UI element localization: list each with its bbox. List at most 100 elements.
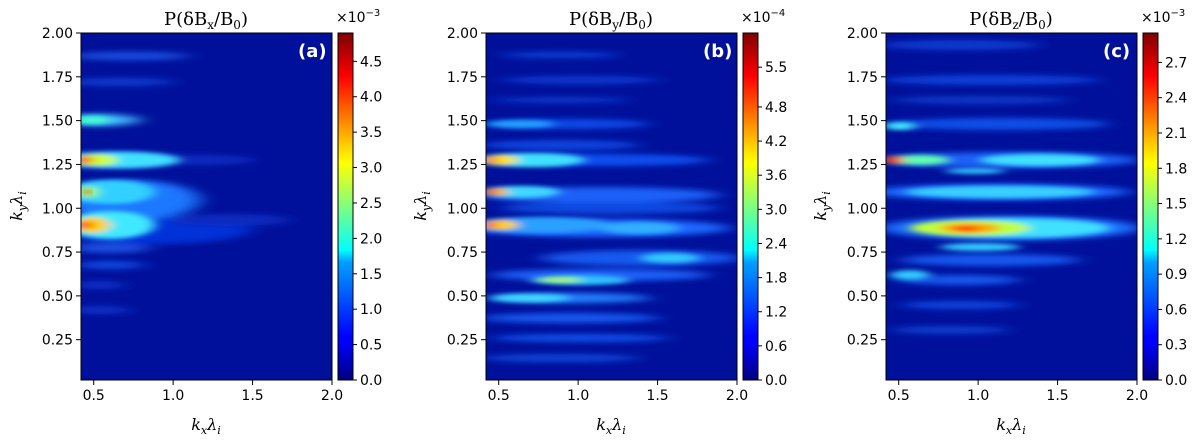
x-axis-label: kxλi	[191, 415, 221, 437]
colorbar-ticks: 0.0 0.3 0.6 0.9 1.2 1.5 1.8 2.1 2.4 2.7	[1158, 55, 1187, 389]
colorbar-multiplier: ×10−3	[336, 8, 380, 26]
colorbar-tick-label: 4.2	[765, 134, 787, 150]
colorbar-ticks: 0.0 0.5 1.0 1.5 2.0 2.5 3.0 3.5 4.0 4.5	[353, 54, 382, 389]
y-tick-label: 1.25	[42, 157, 73, 173]
colorbar	[742, 32, 759, 381]
y-tick-label: 1.50	[847, 114, 878, 130]
colorbar-tick-label: 3.5	[360, 125, 382, 141]
x-axis: 0.5 1.0 1.5 2.0	[488, 380, 748, 404]
colorbar-tick-label: 2.1	[1165, 126, 1187, 142]
colorbar-tick-label: 4.8	[765, 100, 787, 116]
chart-title: P(δBy/B0)	[569, 9, 653, 32]
y-tick-label: 1.00	[447, 201, 478, 217]
y-tick-label: 2.00	[447, 26, 478, 42]
x-tick-label: 1.0	[162, 388, 184, 404]
x-tick-label: 1.5	[646, 388, 668, 404]
colorbar-tick-label: 0.6	[765, 339, 787, 355]
y-tick-label: 0.75	[447, 245, 478, 261]
y-tick-label: 1.75	[42, 70, 73, 86]
heatmap-field	[886, 40, 1137, 334]
panel-b: (b) P(δBy/B0) 0.5 1.0 1.5 2.0 0.25 0.50 0.75 1…	[411, 8, 787, 437]
colorbar-tick-label: 2.4	[765, 236, 787, 252]
y-tick-label: 1.25	[447, 157, 478, 173]
x-tick-label: 0.5	[888, 388, 910, 404]
y-tick-label: 1.25	[847, 157, 878, 173]
x-tick-label: 2.0	[1126, 388, 1148, 404]
x-axis-label: kxλi	[596, 415, 626, 437]
x-tick-label: 1.5	[1046, 388, 1068, 404]
heatmap-background	[886, 33, 1137, 380]
x-axis: 0.5 1.0 1.5 2.0	[83, 380, 343, 404]
colorbar-multiplier: ×10−4	[741, 8, 785, 26]
x-tick-label: 2.0	[321, 388, 343, 404]
colorbar-ticks: 0.0 0.6 1.2 1.8 2.4 3.0 3.6 4.2 4.8 5.5	[758, 60, 787, 389]
colorbar-tick-label: 0.3	[1165, 338, 1187, 354]
colorbar-tick-label: 0.9	[1165, 267, 1187, 283]
panel-label: (b)	[703, 41, 732, 62]
colorbar-tick-label: 0.5	[360, 338, 382, 354]
colorbar-tick-label: 3.0	[360, 161, 382, 177]
chart-title: P(δBx/B0)	[164, 9, 248, 32]
heatmap-field	[486, 52, 737, 362]
x-tick-label: 1.0	[567, 388, 589, 404]
colorbar-tick-label: 2.0	[360, 231, 382, 247]
y-tick-label: 1.50	[42, 114, 73, 130]
chart-title: P(δBz/B0)	[969, 9, 1053, 32]
y-tick-label: 1.75	[447, 70, 478, 86]
panel-label: (a)	[298, 41, 327, 62]
x-tick-label: 1.0	[967, 388, 989, 404]
x-axis-label: kxλi	[996, 415, 1026, 437]
colorbar-tick-label: 4.5	[360, 54, 382, 70]
colorbar-tick-label: 2.5	[360, 196, 382, 212]
x-tick-label: 0.5	[488, 388, 510, 404]
x-tick-label: 0.5	[83, 388, 105, 404]
colorbar	[1142, 32, 1159, 381]
colorbar-tick-label: 5.5	[765, 60, 787, 76]
y-axis: 0.25 0.50 0.75 1.00 1.25 1.50 1.75 2.00	[847, 26, 886, 349]
colorbar-tick-label: 3.0	[765, 202, 787, 218]
colorbar-tick-label: 2.7	[1165, 55, 1187, 71]
y-axis: 0.25 0.50 0.75 1.00 1.25 1.50 1.75 2.00	[42, 26, 81, 349]
colorbar-tick-label: 1.8	[765, 271, 787, 287]
y-tick-label: 0.50	[447, 289, 478, 305]
y-tick-label: 1.50	[447, 114, 478, 130]
y-tick-label: 0.50	[847, 289, 878, 305]
plot-frame	[485, 32, 738, 381]
colorbar-tick-label: 3.6	[765, 168, 787, 184]
colorbar-tick-label: 0.6	[1165, 302, 1187, 318]
panel-a: (a) P(δBx/B0) 0.5 1.0 1.5 2.0 0.25 0.50 0.75 1…	[7, 8, 382, 437]
x-tick-label: 1.5	[241, 388, 263, 404]
y-axis-label: kyλi	[7, 191, 29, 221]
y-tick-label: 2.00	[847, 26, 878, 42]
colorbar-tick-label: 1.0	[360, 302, 382, 318]
y-axis: 0.25 0.50 0.75 1.00 1.25 1.50 1.75 2.00	[447, 26, 486, 349]
colorbar-tick-label: 1.2	[765, 305, 787, 321]
plot-frame	[885, 32, 1138, 381]
y-tick-label: 0.25	[847, 333, 878, 349]
colorbar-tick-label: 0.0	[360, 373, 382, 389]
colorbar	[337, 32, 354, 381]
x-tick-label: 2.0	[726, 388, 748, 404]
y-axis-label: kyλi	[811, 191, 833, 221]
y-tick-label: 1.75	[847, 70, 878, 86]
colorbar-tick-label: 0.0	[765, 373, 787, 389]
colorbar-tick-label: 1.5	[360, 267, 382, 283]
y-tick-label: 1.00	[42, 201, 73, 217]
y-tick-label: 1.00	[847, 201, 878, 217]
colorbar-tick-label: 1.2	[1165, 232, 1187, 248]
colorbar-tick-label: 1.8	[1165, 161, 1187, 177]
panel-label: (c)	[1103, 41, 1130, 62]
y-tick-label: 2.00	[42, 26, 73, 42]
colorbar-tick-label: 1.5	[1165, 197, 1187, 213]
y-tick-label: 0.75	[847, 245, 878, 261]
y-axis-label: kyλi	[411, 191, 433, 221]
heatmap-field	[81, 52, 290, 314]
plot-frame	[80, 32, 333, 381]
colorbar-tick-label: 0.0	[1165, 373, 1187, 389]
colorbar-tick-label: 2.4	[1165, 91, 1187, 107]
x-axis: 0.5 1.0 1.5 2.0	[888, 380, 1148, 404]
colorbar-tick-label: 4.0	[360, 90, 382, 106]
y-tick-label: 0.50	[42, 289, 73, 305]
y-tick-label: 0.25	[42, 333, 73, 349]
